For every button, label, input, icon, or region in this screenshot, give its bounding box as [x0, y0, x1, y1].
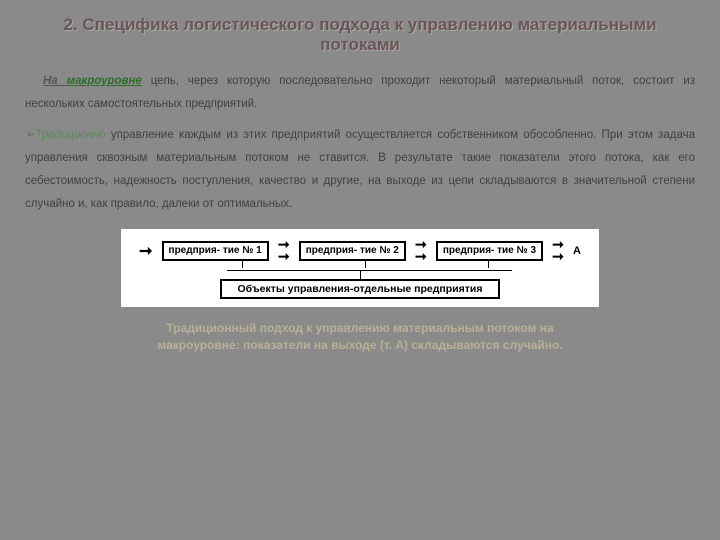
arrow-icon: ➞ — [415, 251, 427, 262]
point-a-label: А — [573, 245, 581, 257]
diagram-caption: Традиционный подход к управлению материа… — [25, 320, 695, 354]
para2-text: управление каждым из этих предприятий ос… — [25, 129, 695, 210]
macro-prefix: На — [43, 75, 67, 87]
arrow-in-icon: ➞ — [139, 241, 152, 261]
arrow-group-1: ➞ ➞ — [278, 239, 290, 262]
arrow-group-2: ➞ ➞ — [415, 239, 427, 262]
macro-word: макроуровне — [67, 75, 142, 87]
arrow-icon: ➞ — [552, 251, 564, 262]
trad-word: Традиционно — [35, 129, 106, 141]
arrow-icon: ➞ — [278, 251, 290, 262]
arrow-group-out: ➞ ➞ — [552, 239, 564, 262]
enterprise-box-3: предприя- тие № 3 — [436, 241, 543, 261]
connector-v-line — [360, 271, 361, 279]
paragraph-1: На макроуровне цепь, через которую после… — [25, 70, 695, 116]
enterprise-box-1: предприя- тие № 1 — [162, 241, 269, 261]
connector-h-line — [227, 270, 512, 271]
caption-line-1: Традиционный подход к управлению материа… — [166, 321, 553, 335]
diagram-top-row: ➞ предприя- тие № 1 ➞ ➞ предприя- тие № … — [139, 239, 581, 262]
enterprise-box-2: предприя- тие № 2 — [299, 241, 406, 261]
caption-line-2: макроуровне: показатели на выходе (т. А)… — [157, 338, 562, 352]
connector-lines — [139, 260, 581, 270]
objects-box: Объекты управления-отдельные предприятия — [220, 279, 500, 299]
flow-diagram: ➞ предприя- тие № 1 ➞ ➞ предприя- тие № … — [120, 228, 600, 308]
paragraph-2: ➢Традиционно управление каждым из этих п… — [25, 122, 695, 216]
bullet-icon: ➢ — [25, 127, 35, 141]
slide-title: 2. Специфика логистического подхода к уп… — [25, 15, 695, 55]
